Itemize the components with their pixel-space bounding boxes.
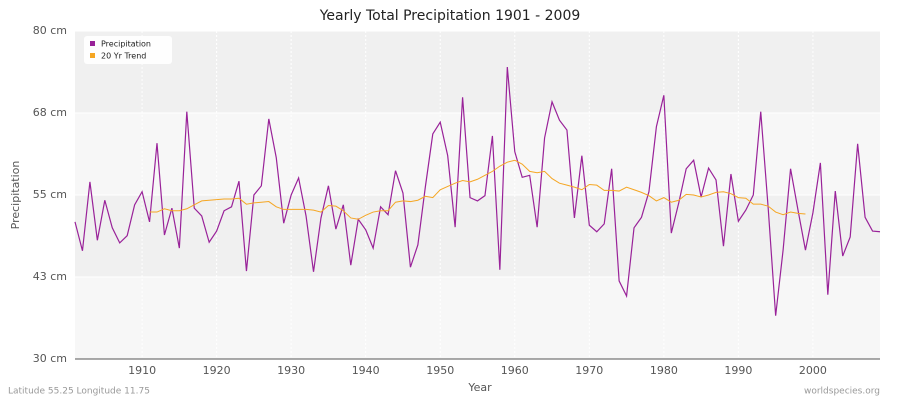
band	[75, 195, 880, 277]
footer-left: Latitude 55.25 Longitude 11.75	[8, 387, 150, 397]
band	[75, 31, 880, 113]
x-tick-label: 1920	[203, 364, 231, 377]
band	[75, 113, 880, 195]
y-axis-label: Precipitation	[9, 161, 22, 230]
x-tick-label: 1940	[352, 364, 380, 377]
x-tick-label: 2000	[799, 364, 827, 377]
footer-right: worldspecies.org	[804, 387, 880, 397]
chart-title: Yearly Total Precipitation 1901 - 2009	[319, 8, 581, 24]
legend-label: Precipitation	[101, 40, 151, 49]
x-tick-label: 1990	[724, 364, 752, 377]
plot-area	[75, 31, 880, 359]
x-tick-label: 1930	[277, 364, 305, 377]
x-tick-label: 1970	[575, 364, 603, 377]
x-tick-label: 1960	[501, 364, 529, 377]
y-tick-label: 80 cm	[33, 24, 67, 37]
series-line	[74, 67, 881, 316]
y-tick-label: 43 cm	[33, 270, 67, 283]
x-tick-label: 1910	[128, 364, 156, 377]
band	[75, 277, 880, 359]
series-line	[149, 159, 806, 220]
y-tick-label: 55 cm	[33, 188, 67, 201]
x-axis-label: Year	[467, 381, 492, 394]
y-tick-label: 30 cm	[33, 352, 67, 365]
legend: Precipitation 20 Yr Trend	[84, 36, 172, 64]
legend-swatch	[90, 53, 95, 58]
legend-swatch	[90, 41, 95, 46]
legend-box	[84, 36, 172, 64]
legend-label: 20 Yr Trend	[101, 52, 146, 61]
y-tick-label: 68 cm	[33, 106, 67, 119]
x-tick-label: 1950	[426, 364, 454, 377]
x-tick-label: 1980	[650, 364, 678, 377]
